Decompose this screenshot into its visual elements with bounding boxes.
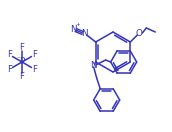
Text: F: F <box>32 65 37 74</box>
Text: F: F <box>7 65 12 74</box>
Text: N: N <box>90 60 97 70</box>
Text: N: N <box>70 25 77 34</box>
Text: +: + <box>76 22 80 27</box>
Text: F: F <box>20 43 24 52</box>
Text: O: O <box>136 29 143 39</box>
Text: N: N <box>81 29 88 39</box>
Text: F: F <box>7 50 12 59</box>
Text: F: F <box>32 50 37 59</box>
Text: F: F <box>20 72 24 81</box>
Text: P: P <box>19 58 25 67</box>
Text: ⁻: ⁻ <box>17 56 20 62</box>
